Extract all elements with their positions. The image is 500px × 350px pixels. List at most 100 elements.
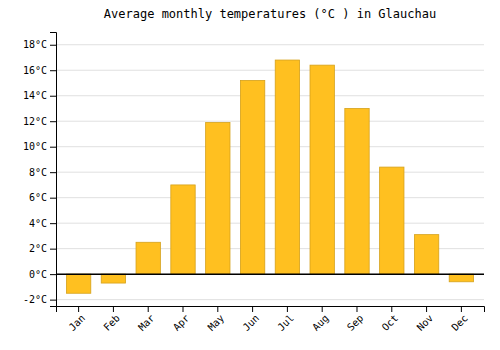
bar <box>380 167 404 274</box>
y-tick: 18°C <box>23 39 56 50</box>
bar <box>345 108 369 274</box>
y-tick-mark <box>50 147 56 148</box>
x-tick-mark <box>356 306 357 312</box>
y-tick-mark <box>50 274 56 275</box>
y-tick-label: 16°C <box>23 65 47 76</box>
y-tick: -2°C <box>23 294 56 305</box>
bar <box>414 235 438 275</box>
y-tick: 2°C <box>29 243 56 254</box>
y-tick-label: -2°C <box>23 294 47 305</box>
x-tick: May <box>206 306 227 333</box>
bar <box>449 274 473 282</box>
y-tick: 0°C <box>29 269 56 280</box>
y-tick-label: 6°C <box>29 192 47 203</box>
y-tick: 10°C <box>23 141 56 152</box>
y-tick: 8°C <box>29 167 56 178</box>
x-tick-mark <box>322 306 323 312</box>
bar <box>240 80 264 274</box>
y-tick: 12°C <box>23 116 56 127</box>
grid-line <box>56 223 484 224</box>
x-tick-label: Nov <box>415 312 436 333</box>
grid-line <box>56 70 484 71</box>
y-tick-mark <box>50 96 56 97</box>
bar <box>206 122 230 274</box>
bar <box>136 242 160 274</box>
y-axis: -2°C 0°C 2°C 4°C 6°C 8°C 10°C 12°C 14°C 16°C 18°C <box>23 33 57 307</box>
grid-line <box>56 121 484 122</box>
x-tick-mark <box>183 306 184 312</box>
y-tick-label: 8°C <box>29 167 47 178</box>
x-tick-label: Feb <box>101 312 122 333</box>
x-tick: Apr <box>171 306 192 333</box>
y-tick-mark <box>50 70 56 71</box>
bar <box>275 60 299 274</box>
x-tick-label: Jan <box>67 312 88 333</box>
x-tick-mark <box>148 306 149 312</box>
x-tick-mark <box>426 306 427 312</box>
grid <box>56 45 484 300</box>
x-tick: Aug <box>310 306 331 333</box>
y-tick-mark <box>50 172 56 173</box>
x-tick-label: May <box>206 312 227 333</box>
x-tick-mark <box>287 306 288 312</box>
grid-line <box>56 197 484 198</box>
y-tick: 14°C <box>23 90 56 101</box>
y-tick: 6°C <box>29 192 56 203</box>
x-tick-label: Jul <box>275 312 296 333</box>
y-tick-mark <box>50 198 56 199</box>
y-tick-mark <box>50 223 56 224</box>
x-tick-mark <box>78 306 79 312</box>
x-tick-label: Jun <box>241 312 262 333</box>
x-tick-mark <box>217 306 218 312</box>
x-tick-label: Apr <box>171 312 192 333</box>
y-axis-line <box>50 33 57 307</box>
zero-line <box>56 273 484 275</box>
plot: -2°C 0°C 2°C 4°C 6°C 8°C 10°C 12°C 14°C 16°C 18°C J… <box>23 33 485 333</box>
x-tick-label: Oct <box>380 312 401 333</box>
y-tick-mark <box>50 45 56 46</box>
x-tick-mark <box>461 306 462 312</box>
x-tick-mark <box>113 306 114 312</box>
grid-line <box>56 44 484 45</box>
title: Average monthly temperatures (°C ) in Gl… <box>104 7 436 21</box>
grid-line <box>56 146 484 147</box>
x-tick: Oct <box>380 306 401 333</box>
x-tick: Jun <box>241 306 262 333</box>
x-tick: Dec <box>449 306 470 333</box>
x-tick: Nov <box>415 306 436 333</box>
y-tick-label: 4°C <box>29 218 47 229</box>
y-tick: 16°C <box>23 65 56 76</box>
x-tick: Sep <box>345 306 366 333</box>
x-axis: Jan Feb Mar Apr May Jun Jul Aug Sep Oct Nov Dec <box>57 306 485 333</box>
x-tick: Mar <box>136 306 157 333</box>
x-tick-mark <box>391 306 392 312</box>
y-tick-label: 2°C <box>29 243 47 254</box>
grid-line <box>56 274 484 275</box>
y-tick: 4°C <box>29 218 56 229</box>
x-tick: Feb <box>101 306 122 333</box>
y-tick-label: 14°C <box>23 90 47 101</box>
x-axis-line <box>57 307 485 313</box>
chart: -2°C 0°C 2°C 4°C 6°C 8°C 10°C 12°C 14°C 16°C 18°C J… <box>0 0 500 350</box>
x-tick-label: Dec <box>449 312 470 333</box>
grid-line <box>56 95 484 96</box>
x-tick-mark <box>252 306 253 312</box>
y-tick-label: 12°C <box>23 116 47 127</box>
x-tick-label: Aug <box>310 312 331 333</box>
y-tick-mark <box>50 300 56 301</box>
bars <box>66 60 473 293</box>
x-tick: Jan <box>67 306 88 333</box>
x-tick-label: Mar <box>136 312 157 333</box>
bar <box>171 185 195 274</box>
bar <box>66 274 90 293</box>
bar <box>310 65 334 274</box>
grid-line <box>56 299 484 300</box>
y-tick-label: 18°C <box>23 39 47 50</box>
x-tick-label: Sep <box>345 312 366 333</box>
grid-line <box>56 172 484 173</box>
y-tick-label: 10°C <box>23 141 47 152</box>
y-tick-label: 0°C <box>29 269 47 280</box>
y-tick-mark <box>50 249 56 250</box>
y-tick-mark <box>50 121 56 122</box>
bar <box>101 274 125 283</box>
